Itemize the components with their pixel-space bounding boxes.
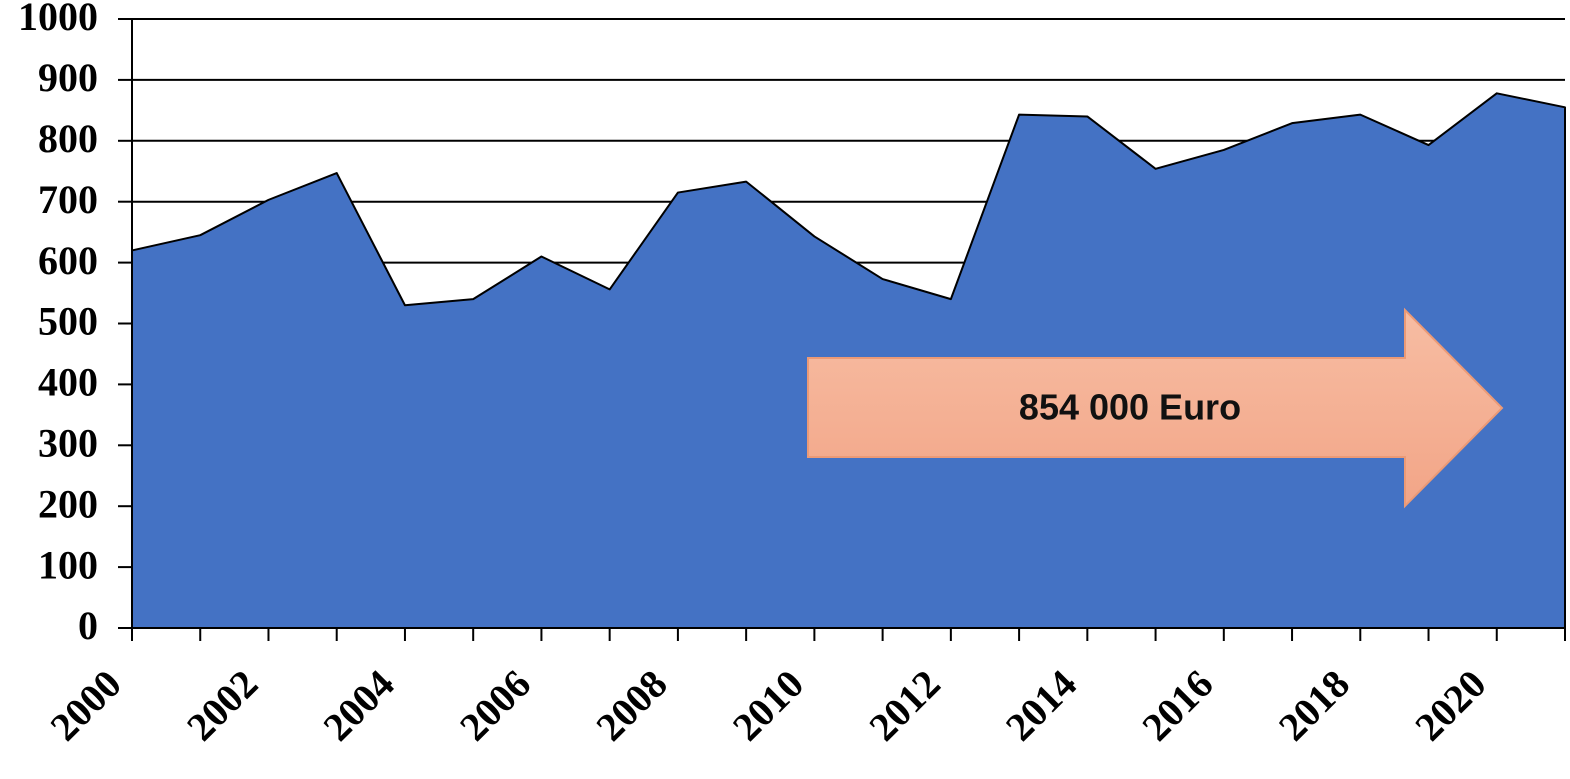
y-tick-label: 300 [38, 420, 98, 465]
x-tick-label: 2006 [451, 661, 539, 749]
y-tick-label: 1000 [18, 0, 98, 39]
y-tick-label: 800 [38, 116, 98, 161]
y-tick-label: 100 [38, 542, 98, 587]
x-tick-label: 2010 [724, 661, 812, 749]
x-tick-label: 2004 [314, 661, 402, 749]
x-tick-label: 2018 [1270, 661, 1358, 749]
x-tick-label: 2016 [1133, 661, 1221, 749]
x-tick-label: 2012 [860, 661, 948, 749]
y-tick-label: 400 [38, 360, 98, 405]
x-tick-label: 2002 [178, 661, 266, 749]
y-tick-label: 600 [38, 238, 98, 283]
y-tick-label: 700 [38, 177, 98, 222]
arrow [807, 307, 1504, 509]
y-tick-label: 200 [38, 481, 98, 526]
x-tick-label: 2000 [41, 661, 129, 749]
y-tick-label: 0 [78, 603, 98, 648]
y-tick-label: 900 [38, 55, 98, 100]
x-tick-label: 2020 [1406, 661, 1494, 749]
y-tick-label: 500 [38, 299, 98, 344]
x-tick-label: 2008 [587, 661, 675, 749]
annotation: 854 000 Euro [1019, 387, 1241, 428]
x-tick-label: 2014 [997, 661, 1085, 749]
